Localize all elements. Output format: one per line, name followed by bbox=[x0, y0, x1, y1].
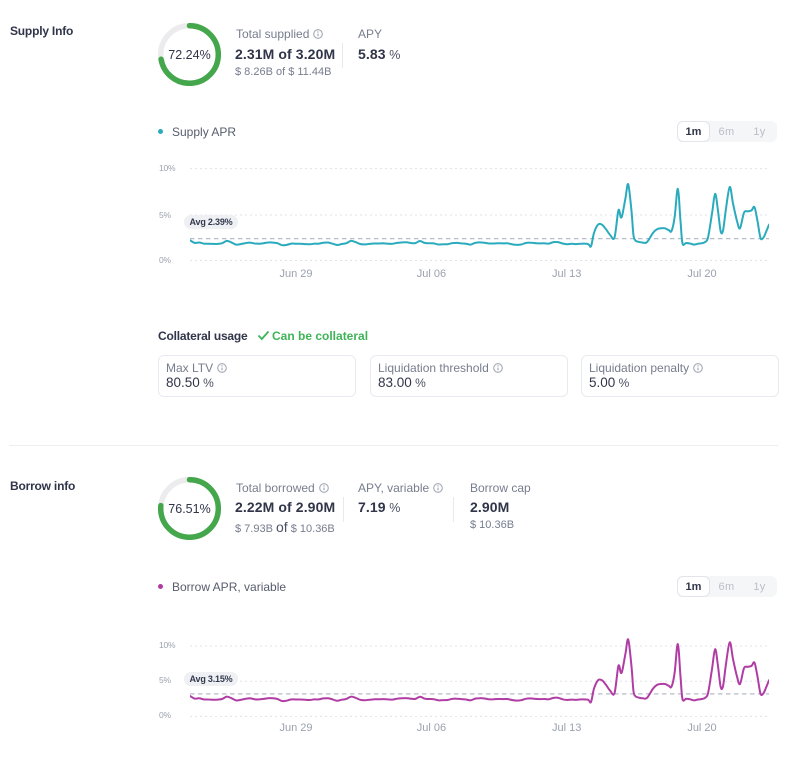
svg-text:72.24%: 72.24% bbox=[168, 48, 210, 62]
svg-text:76.51%: 76.51% bbox=[168, 502, 210, 516]
